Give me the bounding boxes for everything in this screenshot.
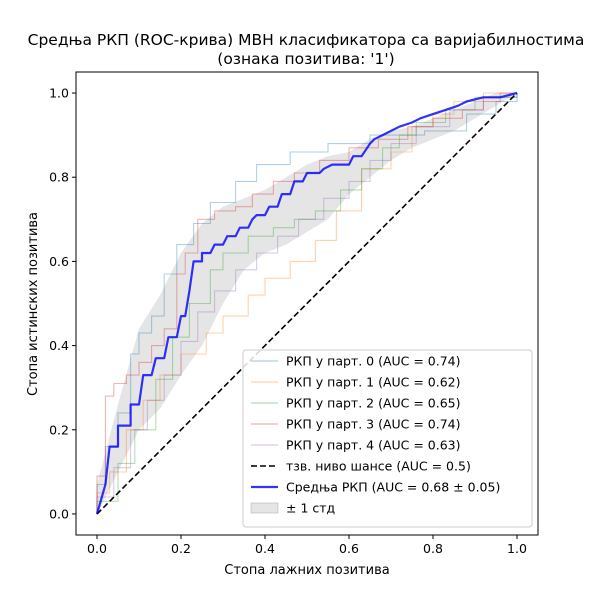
x-axis-label: Стопа лажних позитива [224,563,389,578]
fold-1-roc-line [96,92,517,514]
y-tick-label: 1.0 [49,86,69,101]
x-tick-label: 1.0 [507,541,527,556]
legend-swatch-std [250,502,279,514]
chart-title-line-1: Средња РКП (ROC-крива) МВН класификатора… [28,31,585,49]
x-tick-label: 0.6 [339,541,359,556]
y-tick-label: 0.2 [49,422,69,437]
legend: РКП у парт. 0 (AUC = 0.74) РКП у парт. 1 … [242,349,533,528]
plot-frame [75,71,539,536]
chance-line [96,92,518,515]
x-tick-label: 0.2 [171,541,191,556]
y-tick-label: 0.0 [49,506,69,521]
y-tick-label: 0.6 [49,254,69,269]
fold-0-roc-line [96,93,518,514]
fold-2-roc-line [96,93,518,514]
legend-label-fold-4: РКП у парт. 4 (AUC = 0.63) [286,438,461,453]
std-band [97,93,517,514]
legend-label-chance: тзв. ниво шансе (AUC = 0.5) [286,459,471,474]
y-axis-label: Стопа истинских позитива [26,212,41,396]
x-tick-label: 0.0 [87,541,107,556]
y-tick-label: 0.4 [49,338,69,353]
legend-label-std: ± 1 стд [286,501,335,516]
x-tick-label: 0.8 [423,541,443,556]
x-axis-ticks: 0.0 0.2 0.4 0.6 0.8 1.0 [87,535,527,556]
legend-label-fold-0: РКП у парт. 0 (AUC = 0.74) [286,354,461,369]
fold-4-roc-line [96,93,518,514]
y-tick-label: 0.8 [49,170,69,185]
chart-title-line-2: (ознака позитива: '1') [217,50,394,68]
legend-label-fold-2: РКП у парт. 2 (AUC = 0.65) [286,396,461,411]
legend-box [242,349,533,528]
legend-label-fold-3: РКП у парт. 3 (AUC = 0.74) [286,417,461,432]
x-tick-label: 0.4 [255,541,275,556]
legend-label-mean: Средња РКП (AUC = 0.68 ± 0.05) [286,480,500,495]
legend-label-fold-1: РКП у парт. 1 (AUC = 0.62) [286,375,461,390]
y-axis-ticks: 0.0 0.2 0.4 0.6 0.8 1.0 [49,86,76,521]
fold-3-roc-line [96,92,517,514]
mean-roc-line [95,91,518,515]
plot-area [95,91,518,515]
